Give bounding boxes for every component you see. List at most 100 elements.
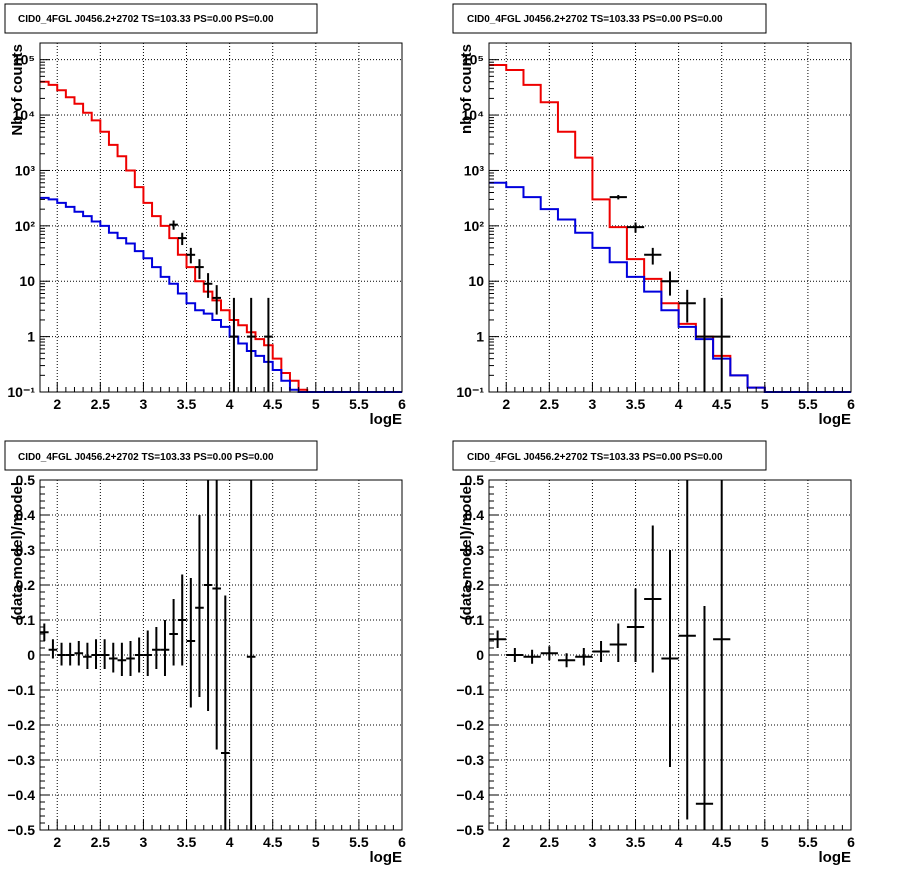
y-tick-label: 10⁵ — [462, 52, 484, 68]
data-point — [48, 639, 58, 659]
x-tick-label: 4 — [675, 834, 683, 850]
y-tick-label: −0.3 — [456, 752, 484, 768]
y-tick-label: 10 — [468, 273, 484, 289]
x-axis: 2 2.5 3 3.5 4 4.5 5 5.5 6 — [39, 382, 406, 412]
data-point — [65, 642, 75, 666]
plot-area — [488, 42, 852, 393]
panel-residuals-right: 2 2.5 3 3.5 4 4.5 5 5.5 6 −0.5 −0.4 −0.3 −0.2 −0.1 0 0.… — [452, 440, 855, 866]
x-axis: 2 2.5 3 3.5 4 4.5 5 5.5 6 — [488, 382, 855, 412]
data-point — [203, 480, 213, 711]
y-tick-label: 0 — [27, 647, 35, 663]
data-point — [678, 289, 696, 323]
data-point — [592, 641, 610, 662]
data-point — [713, 297, 731, 392]
data-point — [160, 620, 170, 676]
x-tick-label: 2 — [502, 396, 510, 412]
y-tick-label: 10⁴ — [13, 107, 36, 123]
data-point — [143, 630, 153, 676]
x-tick-label: 4.5 — [712, 396, 732, 412]
data-point — [108, 642, 118, 673]
y-tick-label: 10² — [15, 218, 36, 234]
y-tick-label: 0 — [476, 647, 484, 663]
x-tick-label: 2.5 — [540, 834, 560, 850]
data-point — [609, 623, 627, 662]
data-point — [489, 630, 507, 648]
x-tick-label: 5 — [312, 834, 320, 850]
x-tick-label: 4 — [675, 396, 683, 412]
data-point — [695, 297, 714, 392]
y-tick-label: 0.5 — [465, 472, 485, 488]
y-axis: 10⁻¹ 1 10 10² 10³ 10⁴ 10⁵ — [456, 42, 499, 400]
x-tick-label: 6 — [398, 834, 406, 850]
y-tick-label: 0.2 — [465, 577, 485, 593]
y-tick-label: 0.1 — [16, 612, 36, 628]
data-point — [644, 525, 662, 673]
data-point — [229, 297, 239, 392]
data-point — [83, 642, 92, 669]
y-tick-label: −0.5 — [456, 822, 484, 838]
title-box — [4, 440, 318, 471]
y-axis-label: (data-model)/model — [9, 482, 26, 620]
x-axis: 2 2.5 3 3.5 4 4.5 5 5.5 6 — [488, 820, 855, 850]
data-points — [609, 195, 731, 392]
x-tick-label: 3 — [589, 396, 597, 412]
title-box — [452, 440, 767, 471]
data-point — [523, 649, 541, 664]
x-tick-label: 6 — [847, 834, 855, 850]
data-point — [678, 480, 696, 820]
data-points — [169, 220, 273, 392]
y-axis: −0.5 −0.4 −0.3 −0.2 −0.1 0 0.1 0.2 0.3 0.4 0.5 — [7, 472, 50, 838]
x-tick-label: 3 — [140, 396, 148, 412]
data-point — [661, 550, 679, 767]
x-tick-label: 5.5 — [349, 396, 369, 412]
data-point — [177, 232, 187, 246]
x-tick-label: 3 — [140, 834, 148, 850]
data-point — [169, 599, 178, 666]
plot-area — [39, 479, 403, 831]
data-point — [74, 641, 84, 666]
x-tick-label: 2 — [53, 834, 61, 850]
x-tick-label: 6 — [398, 396, 406, 412]
x-tick-label: 3.5 — [626, 396, 646, 412]
x-tick-label: 2.5 — [91, 834, 111, 850]
data-point — [100, 639, 109, 669]
y-axis: 10⁻¹ 1 10 10² 10³ 10⁴ 10⁵ — [7, 42, 50, 400]
y-tick-label: 1 — [27, 329, 35, 345]
data-point — [626, 222, 645, 233]
panel-counts-left: 2 2.5 3 3.5 4 4.5 5 5.5 6 10⁻¹ 1 10 10² 10³ 10⁴ 10⁵ CID0… — [4, 3, 406, 428]
data-point — [661, 271, 679, 296]
data-point — [626, 588, 645, 662]
data-point — [134, 637, 144, 673]
y-axis-label: (data-model)/model — [458, 482, 475, 620]
data-point — [609, 195, 627, 200]
plot-background — [40, 43, 402, 392]
data-point — [264, 297, 273, 392]
y-tick-label: 0.3 — [16, 542, 36, 558]
data-point — [212, 285, 221, 315]
plot-area — [39, 42, 403, 393]
data-point — [91, 639, 101, 669]
x-axis-label: logE — [819, 411, 852, 428]
y-tick-label: 10⁻¹ — [7, 384, 35, 400]
total-model-step-line — [40, 80, 402, 393]
y-tick-label: 10⁵ — [13, 52, 35, 68]
x-axis: 2 2.5 3 3.5 4 4.5 5 5.5 6 — [39, 820, 406, 850]
y-axis-label: nb of counts — [458, 44, 475, 134]
source-model-step-line — [489, 181, 851, 393]
title-box — [452, 3, 767, 34]
y-tick-label: 0.5 — [16, 472, 36, 488]
y-tick-label: 0.2 — [16, 577, 36, 593]
data-point — [152, 627, 161, 669]
x-tick-label: 5.5 — [798, 834, 818, 850]
data-point — [246, 297, 256, 392]
x-tick-label: 3 — [589, 834, 597, 850]
title-box — [4, 3, 318, 34]
x-axis-label: logE — [370, 849, 403, 866]
data-point — [575, 648, 593, 666]
plot-area — [488, 479, 852, 831]
chart-title: CID0_4FGL J0456.2+2702 TS=103.33 PS=0.00… — [18, 452, 274, 463]
y-tick-label: −0.4 — [7, 787, 35, 803]
y-tick-label: 10³ — [15, 162, 36, 178]
x-tick-label: 2 — [502, 834, 510, 850]
data-point — [221, 595, 230, 830]
